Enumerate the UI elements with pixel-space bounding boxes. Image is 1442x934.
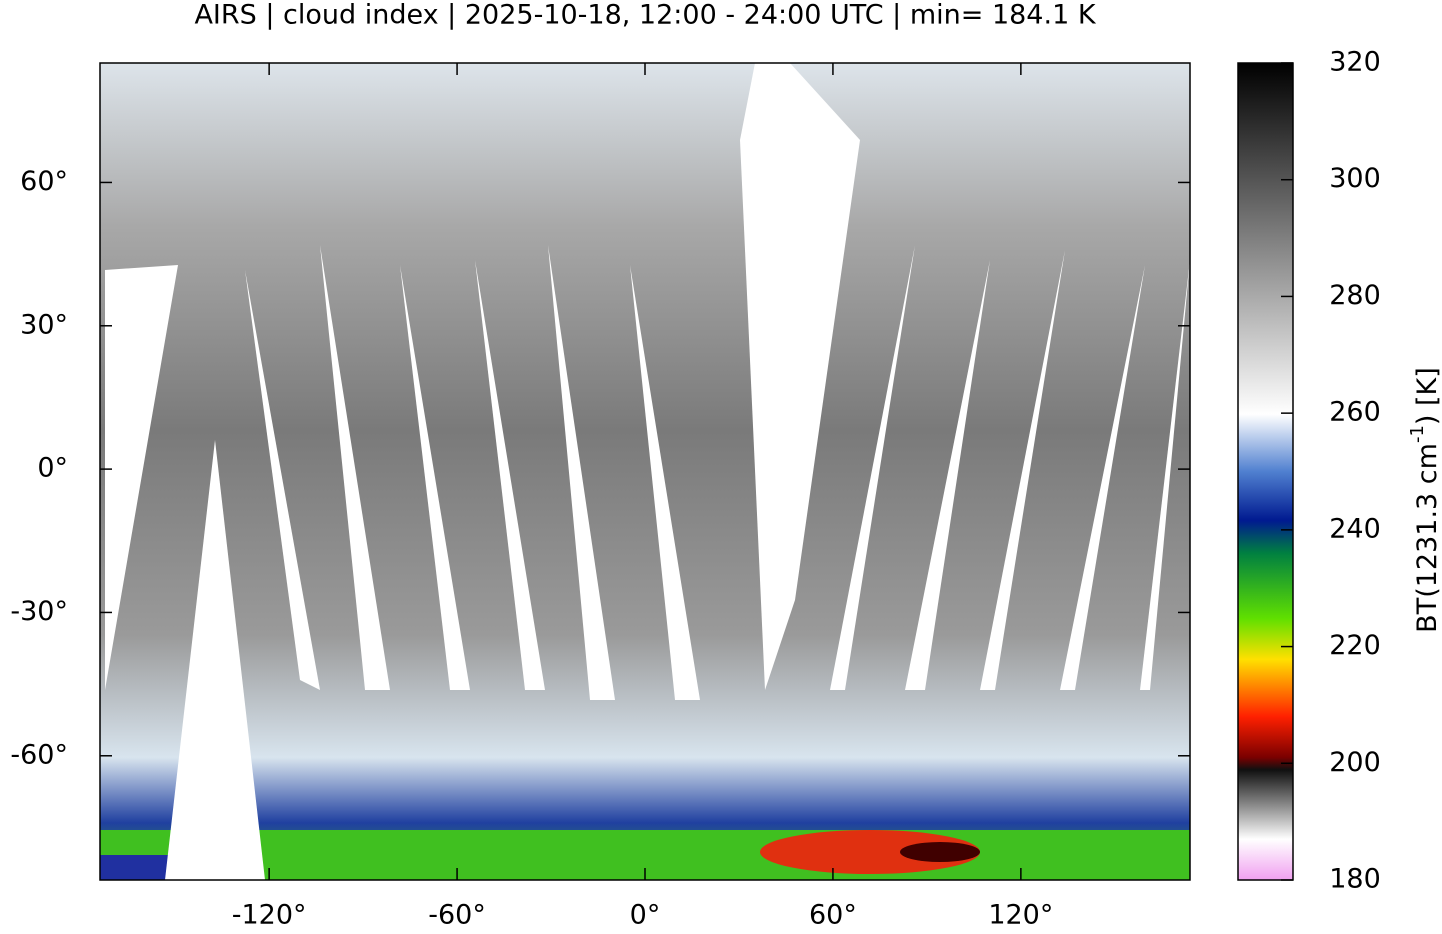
colorbar-label: BT(1231.3 cm-1) [K] xyxy=(1407,367,1442,633)
y-tick-label: 0° xyxy=(37,453,68,484)
colorbar-tick-label: 320 xyxy=(1329,47,1381,78)
colorbar-tick-label: 240 xyxy=(1329,513,1381,544)
map-image xyxy=(100,63,1190,880)
x-tick-label: 60° xyxy=(809,900,857,931)
y-tick-label: -30° xyxy=(10,596,68,627)
colorbar xyxy=(1237,62,1294,881)
x-tick-label: 0° xyxy=(630,900,661,931)
y-tick-label: 30° xyxy=(20,309,68,340)
colorbar-tick-label: 180 xyxy=(1329,864,1381,895)
x-tick-label: 120° xyxy=(988,900,1053,931)
colorbar-tick-label: 280 xyxy=(1329,280,1381,311)
colorbar-tick-label: 200 xyxy=(1329,747,1381,778)
colorbar-tick-label: 220 xyxy=(1329,630,1381,661)
colorbar-tick-label: 260 xyxy=(1329,397,1381,428)
colorbar-tick-label: 300 xyxy=(1329,163,1381,194)
title: AIRS | cloud index | 2025-10-18, 12:00 -… xyxy=(194,0,1096,31)
x-tick-label: -120° xyxy=(232,900,307,931)
y-tick-label: -60° xyxy=(10,739,68,770)
y-tick-label: 60° xyxy=(20,166,68,197)
x-tick-label: -60° xyxy=(428,900,486,931)
